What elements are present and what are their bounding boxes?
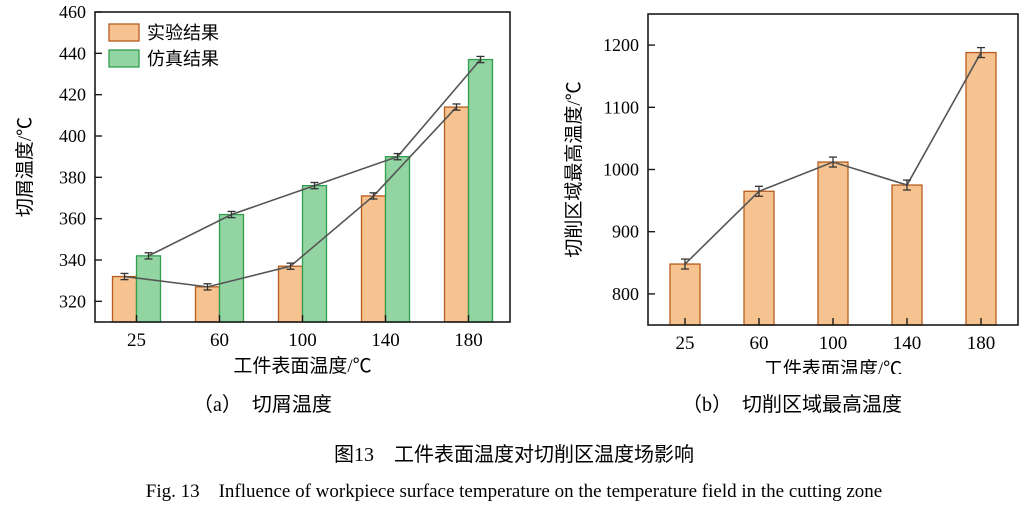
svg-text:340: 340 bbox=[59, 250, 86, 270]
chart-chip-temperature: 320 340 360 380 400 420 440 460 25 60 100 140 180 工件表… bbox=[5, 2, 520, 377]
svg-text:切削区域最高温度/℃: 切削区域最高温度/℃ bbox=[563, 81, 585, 257]
svg-text:180: 180 bbox=[454, 330, 483, 351]
svg-text:1000: 1000 bbox=[603, 160, 639, 180]
figure-caption-english: Fig. 13 Influence of workpiece surface t… bbox=[145, 481, 883, 502]
svg-text:工件表面温度/℃: 工件表面温度/℃ bbox=[233, 355, 371, 374]
svg-text:400: 400 bbox=[59, 126, 86, 146]
caption-subfigure-a: （a） 切屑温度 bbox=[193, 394, 332, 416]
svg-text:切屑温度/℃: 切屑温度/℃ bbox=[14, 117, 36, 217]
svg-text:380: 380 bbox=[59, 167, 86, 187]
svg-text:1100: 1100 bbox=[604, 97, 639, 117]
svg-text:140: 140 bbox=[371, 330, 400, 351]
chart-canvas: 800 900 1000 1100 1200 25 60 100 140 180 工件表面温度/℃ 切… bbox=[563, 13, 1019, 380]
svg-text:460: 460 bbox=[59, 2, 86, 22]
svg-text:440: 440 bbox=[59, 43, 86, 63]
figure-caption-chinese: 图13 工件表面温度对切削区温度场影响 bbox=[334, 444, 694, 466]
svg-text:100: 100 bbox=[819, 333, 848, 354]
svg-text:900: 900 bbox=[612, 222, 639, 242]
svg-text:800: 800 bbox=[612, 284, 639, 304]
svg-text:实验结果: 实验结果 bbox=[147, 23, 219, 43]
svg-text:25: 25 bbox=[127, 330, 146, 351]
svg-text:60: 60 bbox=[750, 333, 769, 354]
svg-text:1200: 1200 bbox=[603, 35, 639, 55]
chart-max-cutting-zone-temperature: 800 900 1000 1100 1200 25 60 100 140 180 工件表面温度/℃ 切… bbox=[556, 2, 1028, 380]
svg-text:320: 320 bbox=[59, 291, 86, 311]
svg-text:140: 140 bbox=[893, 333, 922, 354]
chart-canvas: 320 340 360 380 400 420 440 460 25 60 100 140 180 工件表… bbox=[14, 2, 511, 377]
svg-text:360: 360 bbox=[59, 209, 86, 229]
svg-text:25: 25 bbox=[676, 333, 695, 354]
svg-text:420: 420 bbox=[59, 85, 86, 105]
svg-text:工件表面温度/℃: 工件表面温度/℃ bbox=[764, 358, 902, 374]
caption-subfigure-b: （b） 切削区域最高温度 bbox=[682, 394, 902, 416]
svg-text:仿真结果: 仿真结果 bbox=[147, 49, 219, 69]
svg-text:100: 100 bbox=[288, 330, 317, 351]
svg-text:60: 60 bbox=[210, 330, 229, 351]
svg-text:180: 180 bbox=[967, 333, 996, 354]
